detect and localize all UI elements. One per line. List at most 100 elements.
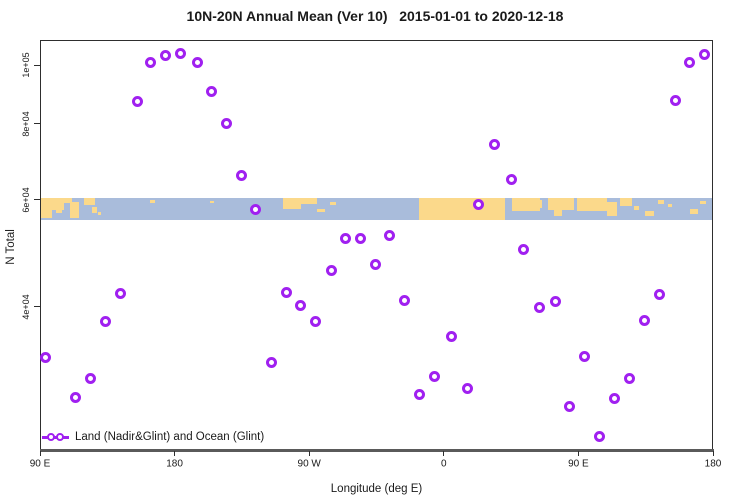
data-point <box>354 232 366 244</box>
land-patch <box>84 198 95 205</box>
land-patch <box>210 201 214 203</box>
x-tick-mark <box>443 451 445 456</box>
x-tick-label: 180 <box>704 458 722 470</box>
data-point <box>534 302 545 314</box>
data-point <box>505 174 517 186</box>
data-point <box>608 392 620 404</box>
land-patch <box>690 209 698 214</box>
data-point <box>115 287 127 299</box>
data-point <box>339 232 351 244</box>
land-patch <box>658 200 664 204</box>
data-point <box>160 50 172 62</box>
x-tick-label: 90 W <box>297 458 321 470</box>
x-tick-label: 0 <box>441 458 447 470</box>
y-tick-mark <box>34 199 40 201</box>
x-tick-mark <box>174 451 176 456</box>
data-point <box>249 203 261 215</box>
land-patch <box>512 198 540 211</box>
x-tick-mark <box>577 451 579 456</box>
data-point <box>309 316 321 328</box>
data-point <box>131 95 143 107</box>
x-axis-line <box>40 449 714 452</box>
land-patch <box>330 202 336 205</box>
data-point <box>638 315 650 327</box>
chart-title: 10N-20N Annual Mean (Ver 10) 2015-01-01 … <box>186 8 564 24</box>
land-patch <box>317 209 325 212</box>
data-point <box>462 382 474 394</box>
data-point <box>221 118 233 130</box>
data-point <box>145 57 157 69</box>
data-point <box>578 351 590 363</box>
legend-marker-ring <box>55 432 64 441</box>
data-point <box>100 316 112 328</box>
data-point <box>206 86 218 98</box>
data-point <box>563 401 575 413</box>
data-point <box>698 49 710 61</box>
data-point <box>683 57 695 69</box>
land-patch <box>634 206 639 210</box>
data-point <box>472 199 484 211</box>
land-patch <box>41 198 64 210</box>
data-point <box>670 95 682 107</box>
legend-marker-ring <box>46 432 55 441</box>
y-tick-label: 8e+04 <box>21 111 31 137</box>
land-patch <box>645 211 654 216</box>
land-patch <box>577 198 607 211</box>
land-patch <box>548 198 574 210</box>
data-point <box>326 264 338 276</box>
y-tick-mark <box>34 123 40 125</box>
x-tick-label: 90 E <box>568 458 589 470</box>
land-patch <box>554 210 562 216</box>
data-point <box>489 139 501 151</box>
data-point <box>236 170 248 182</box>
land-patch <box>607 202 617 216</box>
data-point <box>294 299 306 311</box>
land-patch <box>668 204 672 207</box>
data-point <box>517 243 529 255</box>
x-tick-mark <box>712 451 714 456</box>
x-tick-mark <box>308 451 310 456</box>
data-point <box>369 259 381 271</box>
land-patch <box>620 198 632 206</box>
land-patch <box>150 200 155 203</box>
land-patch <box>98 212 101 215</box>
data-point <box>40 352 52 364</box>
data-point <box>623 373 635 385</box>
x-tick-mark <box>39 451 41 456</box>
x-axis-label: Longitude (deg E) <box>330 483 423 495</box>
data-point <box>550 295 562 307</box>
data-point <box>85 373 97 385</box>
land-patch <box>70 202 79 218</box>
y-tick-label: 1e+05 <box>21 52 31 78</box>
x-tick-label: 90 E <box>29 458 51 470</box>
land-patch <box>41 210 52 218</box>
data-point <box>593 430 605 442</box>
data-point <box>445 330 457 342</box>
y-tick-mark <box>34 306 40 308</box>
data-point <box>191 56 203 68</box>
land-patch <box>56 208 62 213</box>
land-patch <box>64 198 72 203</box>
legend-label: Land (Nadir&Glint) and Ocean (Glint) <box>75 431 265 443</box>
land-patch <box>300 198 317 204</box>
data-point <box>70 391 82 403</box>
land-patch <box>92 207 97 213</box>
data-point <box>175 48 187 60</box>
data-point <box>281 287 293 299</box>
x-tick-label: 180 <box>166 458 183 470</box>
data-point <box>429 371 441 383</box>
data-point <box>414 389 426 401</box>
map-band-ocean <box>41 198 712 220</box>
y-tick-label: 6e+04 <box>21 187 31 213</box>
data-point <box>653 288 665 300</box>
land-patch <box>419 198 505 220</box>
land-patch <box>700 201 706 204</box>
data-point <box>399 294 411 306</box>
y-tick-label: 4e+04 <box>21 294 31 320</box>
data-point <box>266 357 278 369</box>
land-patch <box>283 198 301 209</box>
data-point <box>384 229 396 241</box>
y-tick-mark <box>34 64 40 66</box>
land-patch <box>536 200 542 208</box>
